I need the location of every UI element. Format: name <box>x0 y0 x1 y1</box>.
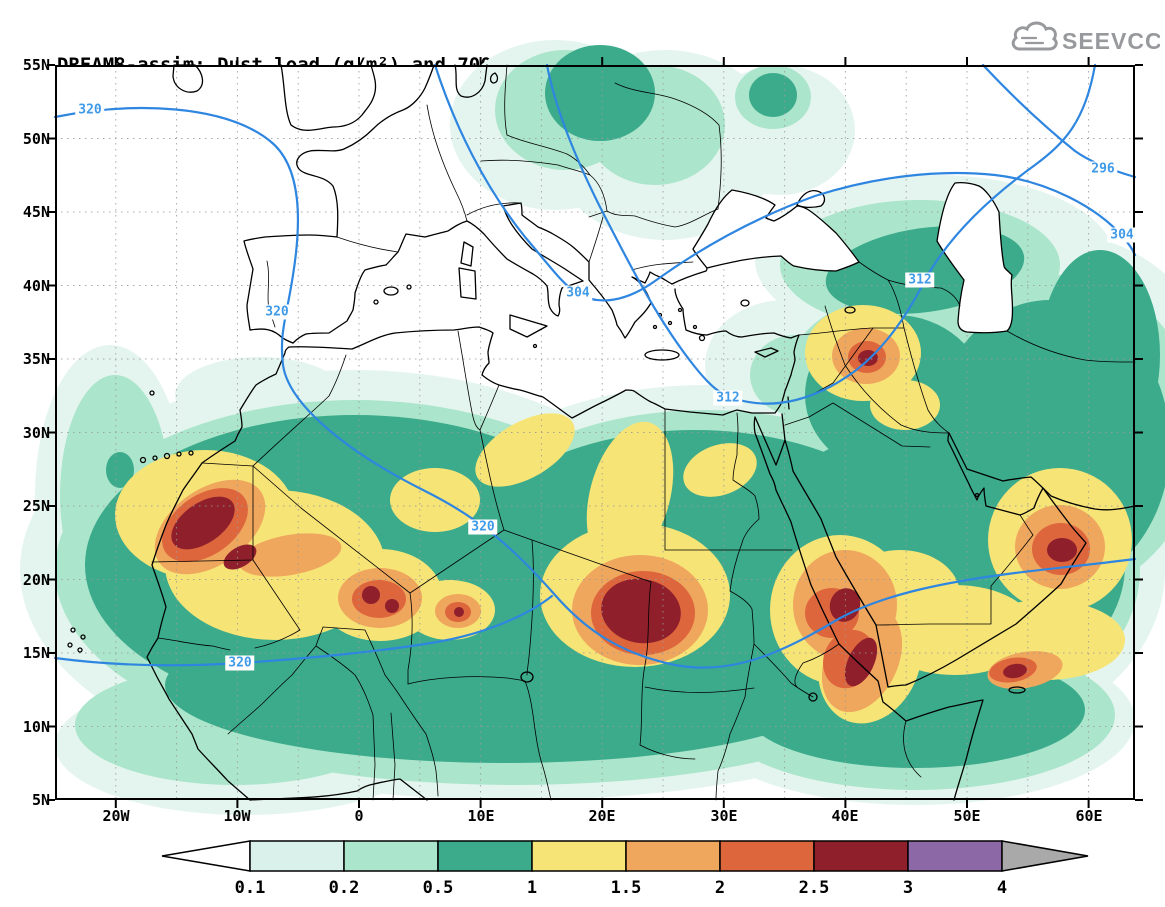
lat-axis-label: 25N <box>22 497 50 515</box>
coast-marmara-bosporus <box>671 267 708 285</box>
colorbar-label: 1 <box>527 878 537 898</box>
colorbar-label: 0.2 <box>329 878 360 898</box>
river-senegal <box>157 637 231 651</box>
colorbar-segment <box>343 840 439 872</box>
black-sea <box>692 189 860 272</box>
contour-label: 320 <box>75 102 105 118</box>
dust-field <box>20 40 1165 815</box>
caspian-sea <box>936 181 1014 334</box>
lat-axis-label: 20N <box>22 571 50 589</box>
colorbar-arrow-right <box>1001 840 1089 872</box>
contour-line-312 <box>545 63 1097 405</box>
seevccc-logo: SEEVCCC <box>1010 18 1165 62</box>
contour-label: 320 <box>468 519 498 535</box>
map-frame <box>20 40 1165 815</box>
logo-text: SEEVCCC <box>1062 28 1160 54</box>
colorbar-label: 2 <box>715 878 725 898</box>
contour-label: 304 <box>1107 227 1137 243</box>
islands-cape-verde <box>67 627 86 653</box>
coast-gulf-of-guinea <box>249 778 428 801</box>
island-crete <box>644 349 680 361</box>
contour-label: 312 <box>713 390 743 406</box>
geography <box>67 64 1136 801</box>
lake-tuz <box>740 299 750 307</box>
contour-line-320-sahel <box>53 594 554 667</box>
country-borders <box>151 64 1136 801</box>
island-malta <box>532 343 538 349</box>
contour-label: 312 <box>905 272 935 288</box>
lon-axis-label: 10W <box>223 807 251 825</box>
island-bahrain <box>974 492 980 498</box>
river-danube <box>480 159 719 228</box>
lat-axis-label: 15N <box>22 644 50 662</box>
coast-denmark <box>454 64 499 98</box>
lon-axis-label: 20E <box>588 807 616 825</box>
lat-axis-label: 10N <box>22 718 50 736</box>
coast-north-africa-levant-turkey <box>288 288 800 419</box>
lon-axis-label: 30E <box>710 807 738 825</box>
colorbar-segment <box>907 840 1003 872</box>
island-rhodes <box>698 334 706 342</box>
axis-ticks <box>47 57 1143 808</box>
contour-label: 304 <box>563 285 593 301</box>
contour-label: 296 <box>1088 161 1118 177</box>
coast-west-africa <box>146 346 290 801</box>
colorbar-segment <box>531 840 627 872</box>
island-mallorca <box>383 286 399 296</box>
island-corsica <box>460 241 474 267</box>
colorbar-label: 1.5 <box>611 878 642 898</box>
coast-england <box>280 64 377 131</box>
colorbar-label: 3 <box>903 878 913 898</box>
coast-ireland <box>172 64 204 93</box>
map-border <box>55 65 1135 800</box>
island-menorca <box>406 284 412 290</box>
lon-axis-label: 50E <box>953 807 981 825</box>
lake-tana <box>808 692 818 702</box>
lon-axis-label: 10E <box>467 807 495 825</box>
contour-label: 320 <box>225 655 255 671</box>
colorbar: 0.1 0.2 0.5 1 1.5 2 2.5 3 4 <box>150 836 1095 902</box>
lat-axis-label: 45N <box>22 203 50 221</box>
colorbar-label: 0.5 <box>423 878 454 898</box>
lat-axis-label: 30N <box>22 424 50 442</box>
lon-axis-label: 60E <box>1075 807 1103 825</box>
colorbar-segment <box>249 840 345 872</box>
lat-axis-label: 5N <box>31 791 50 809</box>
lake-van <box>844 306 856 314</box>
lon-axis-label: 40E <box>831 807 859 825</box>
islands-canaries <box>139 390 194 464</box>
coast-red-sea-africa-somalia <box>754 432 984 801</box>
coast-europe-mediterranean <box>292 202 673 344</box>
lat-axis-label: 55N <box>22 56 50 74</box>
island-sicily <box>509 314 548 338</box>
dust-level-2-5 <box>171 350 1077 687</box>
colorbar-segment <box>719 840 815 872</box>
lat-axis-label: 50N <box>22 130 50 148</box>
colorbar-label: 0.1 <box>235 878 266 898</box>
colorbar-arrow-left <box>161 840 251 872</box>
island-sardinia <box>458 267 477 300</box>
lat-axis-label: 40N <box>22 277 50 295</box>
lat-axis-label: 35N <box>22 350 50 368</box>
cloud-icon <box>1011 21 1058 51</box>
colorbar-segment <box>813 840 909 872</box>
river-niger <box>227 626 439 797</box>
coast-iran-gulf <box>948 432 1136 511</box>
rivers <box>157 159 949 801</box>
river-euphrates <box>824 305 949 434</box>
dead-sea <box>787 396 790 410</box>
colorbar-segment <box>437 840 533 872</box>
colorbar-label: 2.5 <box>799 878 830 898</box>
lon-axis-label: 0 <box>354 807 364 825</box>
island-socotra <box>1008 686 1026 694</box>
colorbar-label: 4 <box>997 878 1007 898</box>
contour-line-304 <box>433 63 1137 302</box>
island-cyprus <box>754 347 779 358</box>
contour-label: 320 <box>262 304 292 320</box>
island-ibiza <box>373 299 379 305</box>
colorbar-segment <box>625 840 721 872</box>
lon-axis-label: 20W <box>102 807 130 825</box>
map-canvas <box>20 40 1165 815</box>
